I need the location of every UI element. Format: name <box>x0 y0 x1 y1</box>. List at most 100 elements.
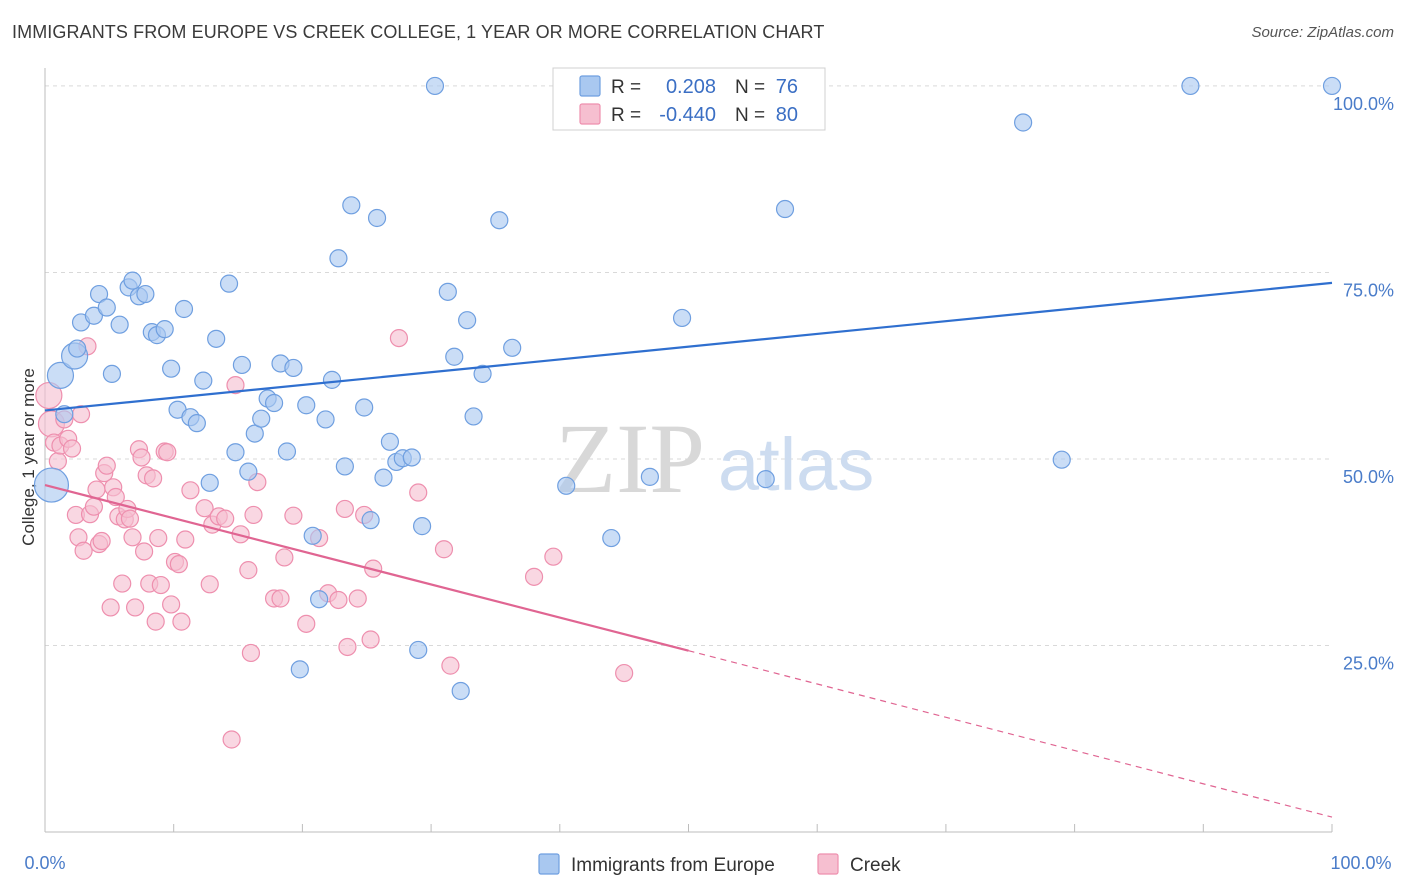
europe-point <box>1014 113 1033 132</box>
europe-point <box>84 306 104 325</box>
creek-point <box>181 481 200 500</box>
europe-point <box>503 338 522 357</box>
europe-point <box>775 199 795 219</box>
europe-point <box>194 371 213 390</box>
creek-point <box>134 542 154 561</box>
europe-point <box>380 432 400 451</box>
creek-point <box>84 497 104 516</box>
legend-n-value-europe: 76 <box>776 76 798 98</box>
creek-point <box>524 567 544 586</box>
creek-point <box>284 506 303 525</box>
europe-point <box>361 511 380 530</box>
europe-point <box>409 640 428 660</box>
europe-point <box>207 329 226 348</box>
creek-point <box>144 469 163 488</box>
europe-point <box>162 359 181 378</box>
europe-point <box>335 457 354 476</box>
legend-n-label-europe: N = <box>735 77 765 98</box>
creek-point <box>335 499 354 519</box>
europe-point <box>464 407 483 426</box>
creek-point <box>101 598 120 617</box>
y-tick-label: 25.0% <box>1343 653 1394 673</box>
watermark-atlas: atlas <box>718 423 874 506</box>
creek-point <box>222 730 241 749</box>
creek-point <box>92 531 111 551</box>
europe-point <box>1052 450 1071 469</box>
europe-point <box>322 370 342 389</box>
bottom-legend-swatch-creek <box>817 853 839 875</box>
creek-point <box>361 630 380 649</box>
creek-point <box>149 528 168 548</box>
creek-point <box>195 499 214 518</box>
europe-point <box>252 409 271 428</box>
correlation-legend: R = 0.208 N = 76 R = -0.440 N = 80 <box>552 67 826 131</box>
creek-point <box>113 574 132 593</box>
chart-title: IMMIGRANTS FROM EUROPE VS CREEK COLLEGE,… <box>12 22 825 42</box>
europe-point <box>458 311 477 330</box>
europe-point <box>200 473 219 492</box>
europe-point <box>316 410 335 429</box>
creek-point <box>151 575 170 595</box>
creek-point <box>158 443 177 462</box>
creek-point <box>244 505 263 525</box>
europe-point <box>174 299 194 319</box>
europe-point <box>68 339 87 358</box>
europe-point <box>1322 76 1342 96</box>
legend-r-value-europe: 0.208 <box>666 76 716 98</box>
y-tick-label: 100.0% <box>1333 94 1394 114</box>
bottom-legend-label-creek: Creek <box>850 855 901 876</box>
europe-point <box>445 347 464 366</box>
europe-point <box>219 274 239 293</box>
creek-point <box>226 375 245 395</box>
y-axis-label: College, 1 year or more <box>19 368 38 546</box>
legend-r-value-creek: -0.440 <box>659 104 716 126</box>
europe-point <box>290 660 309 679</box>
x-tick-label-max: 100.0% <box>1330 853 1391 873</box>
y-tick-labels: 25.0% 50.0% 75.0% 100.0% <box>1333 94 1394 674</box>
legend-swatch-creek <box>579 103 601 125</box>
creek-point <box>441 656 460 675</box>
legend-r-label-creek: R = <box>611 105 641 126</box>
creek-point <box>544 547 563 566</box>
creek-point <box>146 612 165 631</box>
x-tick-label-min: 0.0% <box>24 853 65 873</box>
creek-point <box>169 555 188 574</box>
creek-point <box>615 663 634 683</box>
europe-point <box>155 320 174 339</box>
europe-point <box>284 358 303 378</box>
creek-point <box>241 643 261 663</box>
europe-point <box>355 398 374 417</box>
europe-point <box>490 211 509 230</box>
europe-point <box>602 528 621 548</box>
creek-point <box>389 328 409 348</box>
bottom-legend-label-europe: Immigrants from Europe <box>571 855 775 876</box>
europe-point <box>232 355 252 375</box>
europe-point <box>310 590 329 609</box>
europe-point <box>473 364 492 384</box>
trend-line-europe <box>44 281 1333 412</box>
y-tick-label: 75.0% <box>1343 280 1394 300</box>
creek-point <box>62 439 82 458</box>
creek-point <box>123 528 142 547</box>
creek-point <box>35 381 63 410</box>
legend-n-label-creek: N = <box>735 105 765 126</box>
europe-point <box>672 308 692 328</box>
europe-point <box>297 396 316 415</box>
creek-point <box>87 480 106 499</box>
bottom-legend-swatch-europe <box>538 853 560 875</box>
creek-point <box>200 575 219 594</box>
watermark: ZIP atlas <box>555 403 874 514</box>
europe-point <box>102 364 122 384</box>
series-legend: Immigrants from Europe Creek <box>538 853 901 876</box>
creek-point <box>297 614 316 633</box>
creek-point <box>338 637 357 657</box>
creek-point <box>125 598 145 617</box>
europe-point <box>303 526 322 545</box>
europe-point <box>33 467 70 503</box>
creek-point <box>275 548 294 567</box>
europe-point <box>640 467 659 486</box>
europe-point <box>136 284 155 304</box>
europe-point <box>46 361 75 389</box>
legend-swatch-europe <box>579 75 601 97</box>
creek-point <box>97 456 116 475</box>
